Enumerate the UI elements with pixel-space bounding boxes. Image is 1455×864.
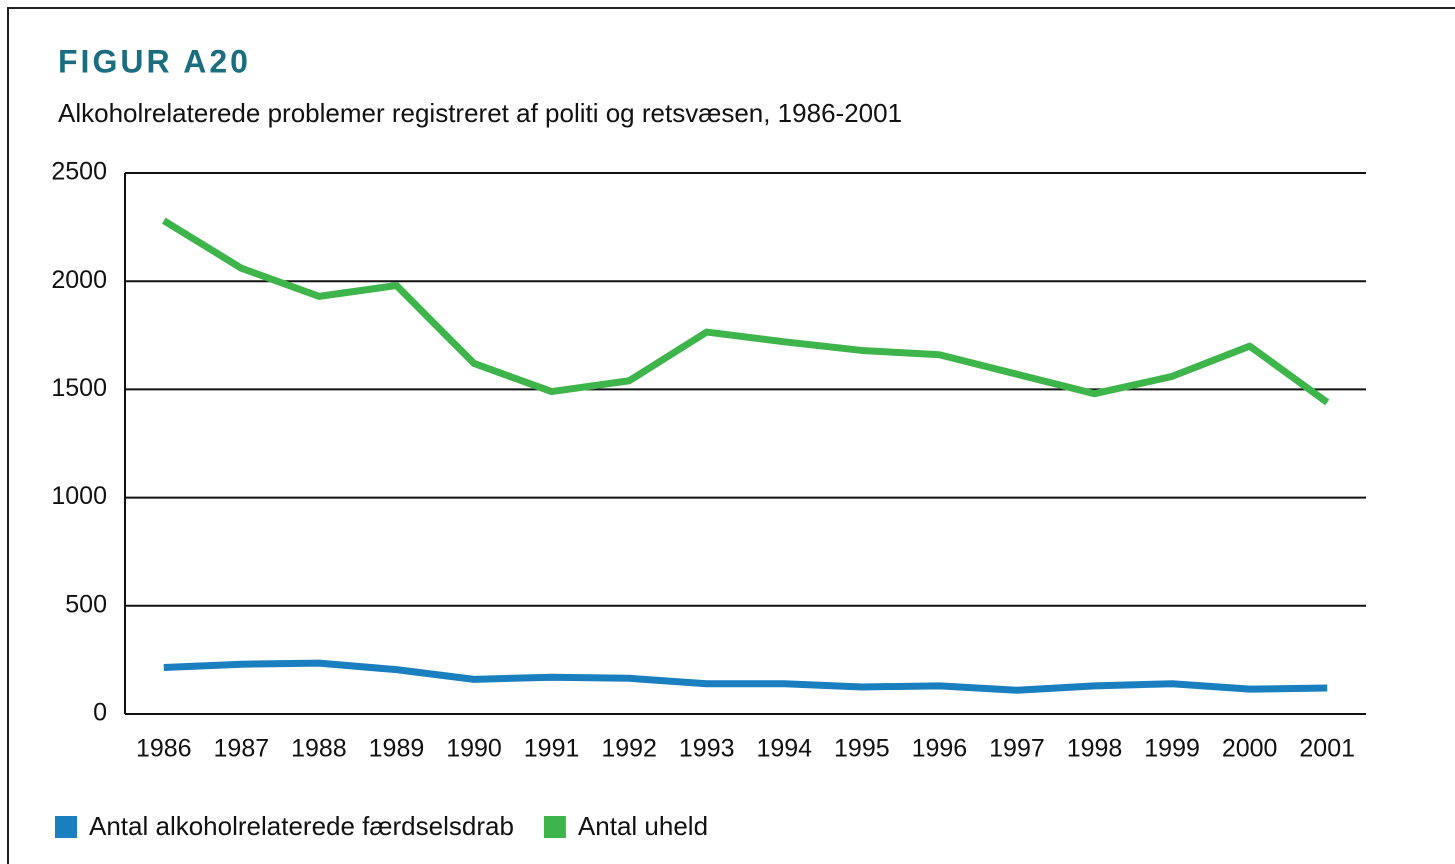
x-tick-label: 1989 [369, 735, 425, 763]
x-tick-label: 2001 [1299, 735, 1355, 763]
x-tick-label: 1991 [524, 735, 580, 763]
legend-label: Antal alkoholrelaterede færdselsdrab [89, 811, 514, 841]
chart-subtitle: Alkoholrelaterede problemer registreret … [58, 98, 902, 128]
x-tick-label: 1997 [989, 735, 1045, 763]
x-tick-label: 1992 [601, 735, 657, 763]
x-tick-label: 2000 [1222, 735, 1278, 763]
x-tick-label: 1995 [834, 735, 890, 763]
frame [7, 7, 1455, 864]
y-tick-label: 2500 [51, 158, 107, 186]
legend-swatch [543, 816, 566, 838]
x-tick-label: 1998 [1067, 735, 1123, 763]
legend-swatch [55, 816, 77, 838]
chart-title: FIGUR A20 [58, 43, 251, 79]
y-tick-label: 2000 [51, 266, 107, 294]
y-tick-label: 1500 [51, 374, 107, 402]
x-tick-label: 1988 [291, 735, 347, 763]
x-tick-label: 1993 [679, 735, 735, 763]
y-tick-label: 500 [65, 590, 107, 618]
y-tick-label: 1000 [51, 482, 107, 510]
x-tick-label: 1996 [912, 735, 968, 763]
x-tick-label: 1986 [136, 735, 192, 763]
x-tick-label: 1994 [756, 735, 812, 763]
data-line [161, 217, 1330, 406]
x-tick-label: 1990 [446, 735, 502, 763]
y-tick-label: 0 [93, 699, 107, 727]
x-tick-label: 1999 [1144, 735, 1200, 763]
data-line [163, 659, 1328, 694]
x-tick-label: 1987 [214, 735, 270, 763]
legend-label: Antal uheld [578, 811, 708, 841]
